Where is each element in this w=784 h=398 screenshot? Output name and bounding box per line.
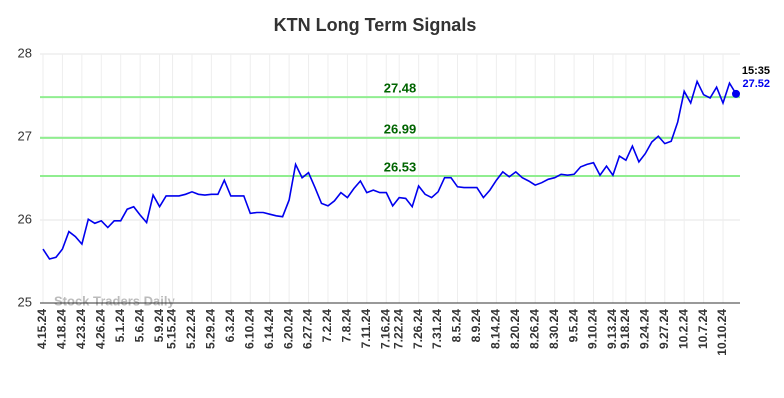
- x-tick-label: 9.27.24: [657, 309, 671, 349]
- x-tick-label: 5.9.24: [152, 309, 166, 343]
- x-tick-label: 7.16.24: [378, 309, 392, 349]
- x-tick-label: 7.26.24: [411, 309, 425, 349]
- x-tick-label: 8.14.24: [489, 309, 503, 349]
- chart-title: KTN Long Term Signals: [274, 15, 477, 35]
- x-tick-label: 9.24.24: [637, 309, 651, 349]
- x-tick-label: 6.27.24: [301, 309, 315, 349]
- y-tick-label: 26: [18, 211, 32, 226]
- x-tick-label: 9.10.24: [586, 309, 600, 349]
- x-tick-label: 10.7.24: [696, 309, 710, 349]
- price-line: [42, 79, 737, 260]
- x-tick-label: 7.31.24: [430, 309, 444, 349]
- x-tick-label: 4.15.24: [35, 309, 49, 349]
- last-point: [732, 89, 740, 98]
- signal-label: 27.48: [384, 81, 417, 96]
- x-tick-label: 4.18.24: [55, 309, 69, 349]
- x-tick-label: 7.22.24: [391, 309, 405, 349]
- signal-label: 26.99: [384, 121, 417, 136]
- x-tick-label: 8.20.24: [508, 309, 522, 349]
- x-tick-label: 8.26.24: [527, 309, 541, 349]
- signal-label: 26.53: [384, 159, 417, 174]
- x-tick-label: 5.15.24: [165, 309, 179, 349]
- x-tick-label: 7.11.24: [359, 309, 373, 349]
- watermark: Stock Traders Daily: [54, 293, 175, 308]
- y-tick-label: 27: [18, 128, 32, 143]
- x-tick-label: 7.2.24: [320, 309, 334, 343]
- x-tick-label: 6.3.24: [223, 309, 237, 343]
- x-tick-label: 4.23.24: [74, 309, 88, 349]
- x-tick-label: 9.5.24: [566, 309, 580, 343]
- x-tick-label: 6.20.24: [281, 309, 295, 349]
- x-tick-label: 6.14.24: [262, 309, 276, 349]
- x-tick-label: 10.10.24: [715, 309, 729, 356]
- x-tick-label: 8.9.24: [469, 309, 483, 343]
- last-value: 27.52: [742, 78, 770, 90]
- x-tick-label: 8.5.24: [450, 309, 464, 343]
- x-tick-label: 10.2.24: [676, 309, 690, 349]
- x-tick-label: 7.8.24: [340, 309, 354, 343]
- y-tick-label: 25: [18, 294, 32, 309]
- x-tick-label: 5.1.24: [113, 309, 127, 343]
- x-tick-label: 5.29.24: [204, 309, 218, 349]
- x-tick-label: 4.26.24: [93, 309, 107, 349]
- x-tick-label: 5.22.24: [184, 309, 198, 349]
- x-tick-label: 9.18.24: [618, 309, 632, 349]
- y-tick-label: 28: [18, 45, 32, 60]
- x-tick-label: 5.6.24: [132, 309, 146, 343]
- x-tick-label: 8.30.24: [547, 309, 561, 349]
- x-tick-label: 9.13.24: [605, 309, 619, 349]
- x-tick-label: 6.10.24: [242, 309, 256, 349]
- last-time: 15:35: [742, 65, 770, 77]
